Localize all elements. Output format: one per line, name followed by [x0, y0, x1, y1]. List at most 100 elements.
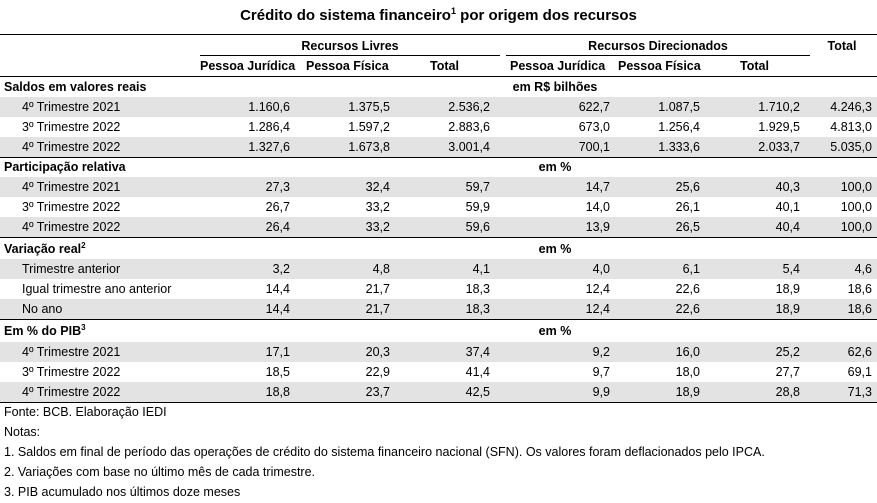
cell-pf-direcionados: 26,1	[675, 200, 700, 214]
header-column-row: Pessoa Jurídica Pessoa Física Total Pess…	[0, 56, 877, 76]
cell-pj-direcionados: 4,0	[592, 262, 610, 276]
header-total: Total	[827, 39, 857, 53]
cell-pj-livres: 3,2	[272, 262, 290, 276]
cell-pj-direcionados: 14,0	[585, 200, 610, 214]
table-row: 4º Trimestre 2022 26,4 33,2 59,6 13,9 26…	[0, 217, 877, 237]
cell-total: 62,6	[847, 345, 872, 359]
cell-pf-livres: 33,2	[365, 200, 390, 214]
table-row: 3º Trimestre 2022 18,5 22,9 41,4 9,7 18,…	[0, 362, 877, 382]
cell-pj-livres: 18,8	[265, 385, 290, 399]
cell-pj-livres: 17,1	[265, 345, 290, 359]
section-label: Saldos em valores reais	[4, 80, 147, 94]
section-rule	[0, 237, 877, 238]
top-rule	[0, 34, 877, 35]
cell-total-livres: 18,3	[465, 302, 490, 316]
row-label: 3º Trimestre 2022	[22, 120, 121, 134]
cell-pj-livres: 18,5	[265, 365, 290, 379]
cell-total-livres: 59,6	[465, 220, 490, 234]
cell-pf-livres: 1.375,5	[348, 100, 390, 114]
cell-pf-direcionados: 26,5	[675, 220, 700, 234]
cell-total-direcionados: 18,9	[775, 282, 800, 296]
cell-total-livres: 59,7	[465, 180, 490, 194]
table-title: Crédito do sistema financeiro1 por orige…	[0, 6, 877, 30]
header-pj-direcionados: Pessoa Jurídica	[510, 59, 606, 73]
cell-pj-livres: 26,4	[265, 220, 290, 234]
cell-total-direcionados: 2.033,7	[758, 140, 800, 154]
cell-pf-livres: 21,7	[365, 302, 390, 316]
cell-pj-livres: 14,4	[265, 282, 290, 296]
row-label: 4º Trimestre 2022	[22, 220, 121, 234]
row-label: 3º Trimestre 2022	[22, 200, 121, 214]
cell-pj-livres: 27,3	[265, 180, 290, 194]
cell-pj-direcionados: 9,9	[592, 385, 610, 399]
cell-total-direcionados: 18,9	[775, 302, 800, 316]
section-unit: em %	[538, 242, 572, 256]
section-header: Participação relativa em %	[0, 157, 877, 177]
cell-pj-direcionados: 9,7	[592, 365, 610, 379]
cell-pj-direcionados: 14,7	[585, 180, 610, 194]
cell-total: 100,0	[840, 220, 872, 234]
cell-pf-direcionados: 22,6	[675, 302, 700, 316]
section-label: Participação relativa	[4, 160, 126, 174]
row-label: 4º Trimestre 2022	[22, 385, 121, 399]
cell-pf-direcionados: 22,6	[675, 282, 700, 296]
cell-pj-livres: 1.160,6	[248, 100, 290, 114]
cell-total: 18,6	[847, 302, 872, 316]
cell-pj-direcionados: 12,4	[585, 282, 610, 296]
cell-pf-livres: 1.597,2	[348, 120, 390, 134]
section-unit: em R$ bilhões	[512, 80, 598, 94]
section-unit: em %	[538, 160, 572, 174]
cell-total: 100,0	[840, 200, 872, 214]
table-title-note: 1	[450, 6, 456, 16]
section-rule	[0, 319, 877, 320]
cell-pf-direcionados: 1.256,4	[658, 120, 700, 134]
cell-pf-livres: 20,3	[365, 345, 390, 359]
cell-pf-livres: 21,7	[365, 282, 390, 296]
cell-pj-direcionados: 700,1	[578, 140, 610, 154]
cell-pf-direcionados: 1.087,5	[658, 100, 700, 114]
cell-pj-livres: 14,4	[265, 302, 290, 316]
table-row: 3º Trimestre 2022 1.286,4 1.597,2 2.883,…	[0, 117, 877, 137]
cell-pf-direcionados: 18,0	[675, 365, 700, 379]
section-unit: em %	[538, 324, 572, 338]
cell-pj-direcionados: 673,0	[578, 120, 610, 134]
row-label: No ano	[22, 302, 63, 316]
cell-total-livres: 59,9	[465, 200, 490, 214]
row-label: 4º Trimestre 2021	[22, 180, 121, 194]
cell-total-direcionados: 1.929,5	[758, 120, 800, 134]
cell-total-livres: 41,4	[465, 365, 490, 379]
cell-pf-livres: 1.673,8	[348, 140, 390, 154]
section-header: Variação real2 em %	[0, 239, 877, 259]
cell-total-direcionados: 25,2	[775, 345, 800, 359]
footer-source: Fonte: BCB. Elaboração IEDI	[4, 405, 167, 419]
cell-total-direcionados: 5,4	[782, 262, 800, 276]
cell-total: 4.813,0	[830, 120, 872, 134]
cell-pj-direcionados: 12,4	[585, 302, 610, 316]
cell-pf-direcionados: 18,9	[675, 385, 700, 399]
header-recursos-direcionados: Recursos Direcionados	[506, 37, 810, 56]
table-title-suffix: por origem dos recursos	[460, 7, 637, 24]
cell-total-livres: 37,4	[465, 345, 490, 359]
cell-pf-direcionados: 25,6	[675, 180, 700, 194]
header-total-direcionados: Total	[740, 59, 769, 73]
header-total-livres: Total	[430, 59, 459, 73]
table-row: 4º Trimestre 2022 1.327,6 1.673,8 3.001,…	[0, 137, 877, 157]
header-pf-direcionados: Pessoa Física	[618, 59, 701, 73]
table-row: 4º Trimestre 2021 1.160,6 1.375,5 2.536,…	[0, 97, 877, 117]
cell-pf-livres: 22,9	[365, 365, 390, 379]
cell-total-direcionados: 28,8	[775, 385, 800, 399]
footer-note-1: 1. Saldos em final de período das operaç…	[4, 445, 765, 459]
header-pj-livres: Pessoa Jurídica	[200, 59, 296, 73]
cell-total: 69,1	[847, 365, 872, 379]
cell-pf-direcionados: 16,0	[675, 345, 700, 359]
table-row: 4º Trimestre 2022 18,8 23,7 42,5 9,9 18,…	[0, 382, 877, 402]
cell-total-livres: 2.883,6	[448, 120, 490, 134]
cell-total-direcionados: 40,3	[775, 180, 800, 194]
cell-pf-livres: 23,7	[365, 385, 390, 399]
row-label: 4º Trimestre 2021	[22, 100, 121, 114]
cell-pf-livres: 4,8	[372, 262, 390, 276]
table-row: Igual trimestre ano anterior 14,4 21,7 1…	[0, 279, 877, 299]
cell-pf-livres: 33,2	[365, 220, 390, 234]
cell-pj-direcionados: 622,7	[578, 100, 610, 114]
bottom-rule	[0, 402, 877, 403]
